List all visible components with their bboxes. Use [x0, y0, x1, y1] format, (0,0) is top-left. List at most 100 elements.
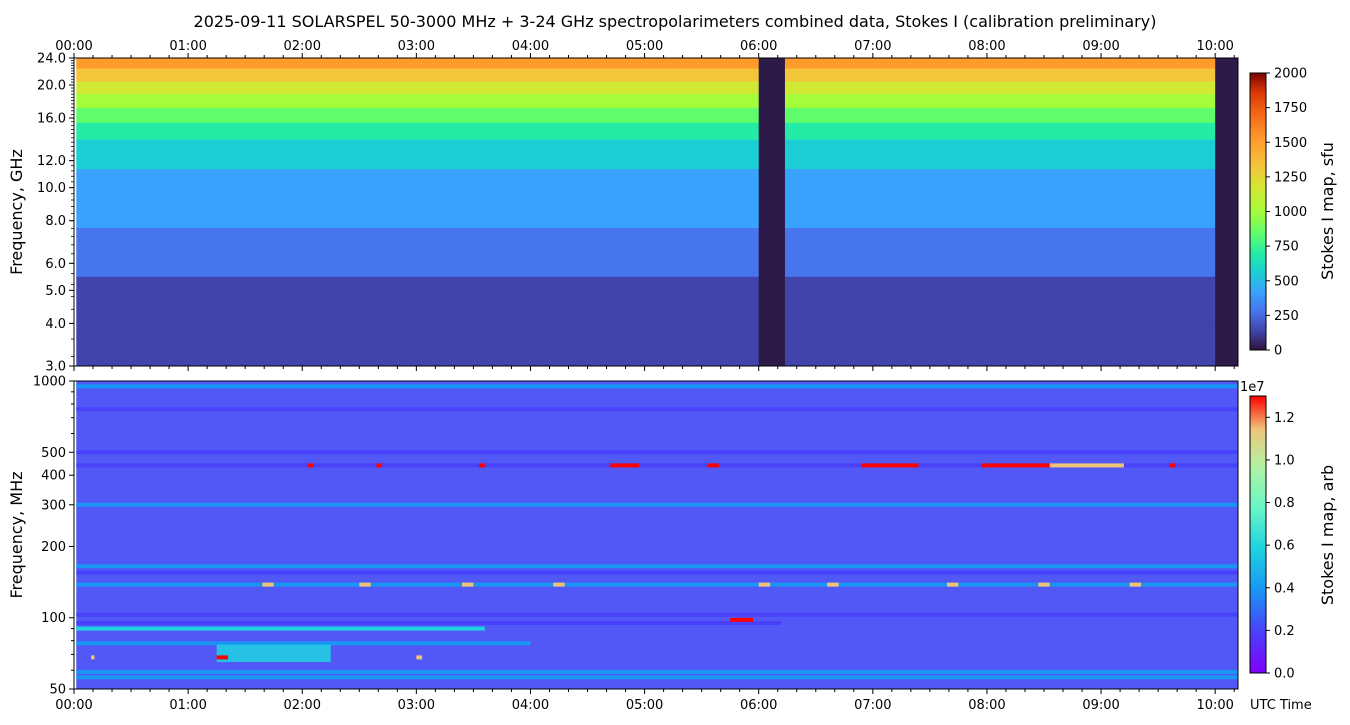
x-tick-label-bottom: 07:00: [854, 698, 891, 713]
x-tick-label-bottom: 00:00: [55, 698, 92, 713]
top-colorbar-tick-label: 1000: [1274, 205, 1307, 220]
bottom-colorbar-tick-label: 1.2: [1274, 411, 1295, 426]
top-band: [76, 158, 1238, 165]
bottom-band-line: [76, 669, 1238, 674]
bottom-colorbar-tick-label: 0.2: [1274, 624, 1295, 639]
bottom-hot-spot: [947, 582, 959, 587]
top-band: [76, 100, 1238, 105]
top-band: [76, 211, 1238, 220]
bottom-colorbar-tick-label: 0.0: [1274, 667, 1295, 682]
bottom-colorbar: [1249, 395, 1267, 674]
top-band: [76, 96, 1238, 101]
bottom-hot-spot: [1129, 582, 1141, 587]
top-y-tick-label: 4.0: [45, 317, 66, 332]
top-band: [76, 219, 1238, 228]
top-colorbar-tick-label: 1500: [1274, 136, 1307, 151]
bottom-hot-spot: [416, 655, 423, 660]
x-tick-label-bottom: 09:00: [1082, 698, 1119, 713]
top-band: [76, 336, 1238, 352]
top-colorbar-tick-label: 0: [1274, 344, 1282, 359]
top-band: [76, 80, 1238, 85]
top-band: [76, 193, 1238, 199]
bottom-band-line: [76, 621, 782, 626]
top-colorbar-tick-label: 250: [1274, 309, 1299, 324]
top-band: [76, 251, 1238, 257]
top-band: [76, 259, 1238, 265]
bottom-hot-spot: [861, 463, 919, 468]
bottom-y-tick-label: 400: [41, 469, 66, 484]
top-band: [76, 255, 1238, 261]
top-y-tick-label: 24.0: [37, 52, 66, 67]
top-band: [76, 67, 1238, 72]
x-tick-label-bottom: 01:00: [169, 698, 206, 713]
top-y-tick-label: 8.0: [45, 214, 66, 229]
top-band: [76, 126, 1238, 132]
bottom-hot-spot: [1169, 463, 1176, 468]
top-band: [76, 306, 1238, 322]
top-band: [76, 77, 1238, 82]
bottom-hot-spot: [610, 463, 639, 468]
top-band: [76, 173, 1238, 180]
top-colorbar-label: Stokes I map, sfu: [1318, 142, 1337, 280]
top-band: [76, 203, 1238, 212]
top-band: [76, 107, 1238, 112]
bottom-band-line: [76, 463, 1238, 468]
bottom-y-tick-label: 100: [41, 611, 66, 626]
top-band: [76, 276, 1238, 292]
top-band: [76, 122, 1238, 128]
bottom-y-tick-label: 200: [41, 540, 66, 555]
bottom-band-line: [76, 612, 1238, 617]
top-panel: [74, 58, 1238, 366]
top-band: [76, 163, 1238, 170]
bottom-y-axis-label: Frequency, MHz: [7, 471, 26, 598]
top-colorbar-tick-label: 1250: [1274, 170, 1307, 185]
x-tick-label-top: 04:00: [512, 39, 549, 54]
bottom-y-tick-label: 1000: [33, 375, 66, 390]
top-band: [76, 90, 1238, 95]
bottom-colorbar-label: Stokes I map, arb: [1318, 465, 1337, 605]
bottom-band-line: [76, 570, 1238, 575]
top-y-tick-label: 16.0: [37, 112, 66, 127]
x-tick-label-top: 08:00: [968, 39, 1005, 54]
top-panel-frame: [73, 57, 1239, 367]
x-tick-label-top: 00:00: [55, 39, 92, 54]
bottom-colorbar-tick-label: 0.8: [1274, 496, 1295, 511]
top-band: [76, 61, 1238, 66]
top-band: [76, 58, 1238, 62]
bottom-burst-patch: [216, 644, 331, 663]
bottom-hot-spot: [359, 582, 371, 587]
top-band: [76, 321, 1238, 337]
top-band: [76, 291, 1238, 307]
top-colorbar-tick-label: 750: [1274, 240, 1299, 255]
top-band: [76, 74, 1238, 79]
bottom-colorbar-tick-label: 0.6: [1274, 539, 1295, 554]
bottom-hot-spot: [91, 655, 95, 660]
top-band: [76, 103, 1238, 108]
bottom-hot-spot: [307, 463, 314, 468]
x-tick-label-bottom: 08:00: [968, 698, 1005, 713]
bottom-band-line: [76, 450, 1238, 455]
top-band: [76, 110, 1238, 116]
top-y-tick-label: 10.0: [37, 181, 66, 196]
bottom-hot-spot: [462, 582, 474, 587]
top-y-tick-label: 20.0: [37, 79, 66, 94]
x-tick-label-bottom: 03:00: [398, 698, 435, 713]
top-band: [76, 267, 1238, 273]
bottom-band-line: [76, 641, 531, 646]
top-band: [76, 64, 1238, 69]
top-band: [76, 84, 1238, 88]
x-tick-label-top: 02:00: [284, 39, 321, 54]
top-band: [76, 198, 1238, 204]
top-band: [76, 118, 1238, 123]
top-y-tick-label: 12.0: [37, 154, 66, 169]
bottom-hot-spot: [216, 655, 229, 660]
top-y-tick-label: 6.0: [45, 257, 66, 272]
bottom-y-tick-label: 300: [41, 498, 66, 513]
top-band: [76, 183, 1238, 190]
bottom-band-line: [76, 564, 1238, 569]
x-tick-label-top: 06:00: [740, 39, 777, 54]
top-band: [76, 114, 1238, 119]
top-band: [76, 235, 1238, 245]
x-tick-label-top: 10:00: [1196, 39, 1233, 54]
